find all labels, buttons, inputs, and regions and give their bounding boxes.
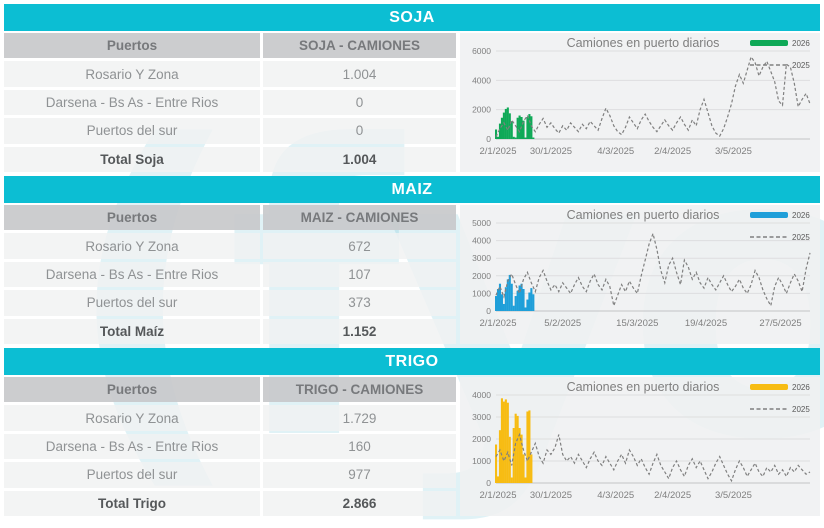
- table-total-label: Total Soja: [4, 146, 260, 172]
- table-header-puertos: Puertos: [4, 377, 260, 403]
- svg-text:0: 0: [486, 306, 491, 316]
- table-row-port: Puertos del sur: [4, 462, 260, 488]
- svg-text:4000: 4000: [472, 236, 491, 246]
- table-row-port: Rosario Y Zona: [4, 233, 260, 259]
- table-row-port: Darsena - Bs As - Entre Rios: [4, 433, 260, 460]
- svg-text:2000: 2000: [472, 105, 491, 115]
- svg-text:2026: 2026: [792, 39, 810, 48]
- section-title-trigo: TRIGO: [385, 352, 439, 370]
- chart-trigo-camiones: 0 1000 2000 3000 4000 2/1/2025 30/1/2025 4/3/20…: [460, 377, 820, 516]
- svg-text:15/3/2025: 15/3/2025: [616, 318, 658, 329]
- table-total-label: Total Maíz: [4, 318, 260, 344]
- table-row-port: Rosario Y Zona: [4, 61, 260, 87]
- svg-text:5/2/2025: 5/2/2025: [544, 318, 581, 329]
- svg-text:30/1/2025: 30/1/2025: [530, 490, 572, 501]
- section-header-maiz: MAIZ: [4, 176, 820, 203]
- section-maiz: MAIZ Puertos MAIZ - CAMIONES Rosario Y Z…: [4, 176, 820, 344]
- chart-soja-camiones: 0 2000 4000 6000 2/1/2025 30/1/2025 4/3/2025 2/…: [460, 33, 820, 172]
- svg-text:2/4/2025: 2/4/2025: [654, 146, 691, 157]
- svg-text:3000: 3000: [472, 412, 491, 422]
- svg-text:1000: 1000: [472, 288, 491, 298]
- table-header-camiones: SOJA - CAMIONES: [263, 33, 456, 59]
- ports-table-trigo: Puertos TRIGO - CAMIONES Rosario Y Zona …: [4, 377, 456, 516]
- table-row-port: Darsena - Bs As - Entre Rios: [4, 261, 260, 288]
- svg-text:4/3/2025: 4/3/2025: [597, 490, 634, 501]
- section-soja: SOJA Puertos SOJA - CAMIONES Rosario Y Z…: [4, 4, 820, 172]
- table-row-value: 0: [263, 118, 456, 144]
- svg-text:4000: 4000: [472, 75, 491, 85]
- svg-text:3/5/2025: 3/5/2025: [715, 490, 752, 501]
- table-total-value: 1.152: [263, 318, 456, 344]
- table-row-value: 977: [263, 462, 456, 488]
- table-total-value: 1.004: [263, 146, 456, 172]
- svg-text:2025: 2025: [792, 233, 810, 242]
- table-row-port: Puertos del sur: [4, 118, 260, 144]
- svg-text:2/1/2025: 2/1/2025: [480, 490, 517, 501]
- table-header-camiones: MAIZ - CAMIONES: [263, 205, 456, 231]
- svg-text:19/4/2025: 19/4/2025: [685, 318, 727, 329]
- svg-text:3/5/2025: 3/5/2025: [715, 146, 752, 157]
- section-header-trigo: TRIGO: [4, 348, 820, 375]
- table-header-puertos: Puertos: [4, 205, 260, 231]
- section-header-soja: SOJA: [4, 4, 820, 31]
- table-row-value: 160: [263, 433, 456, 460]
- table-row-value: 373: [263, 290, 456, 316]
- svg-text:27/5/2025: 27/5/2025: [759, 318, 801, 329]
- svg-text:4/3/2025: 4/3/2025: [597, 146, 634, 157]
- table-row-port: Darsena - Bs As - Entre Rios: [4, 89, 260, 116]
- svg-text:4000: 4000: [472, 390, 491, 400]
- svg-text:Camiones en puerto diarios: Camiones en puerto diarios: [567, 208, 720, 222]
- svg-text:Camiones en puerto diarios: Camiones en puerto diarios: [567, 380, 720, 394]
- chart-maiz-camiones: 0 1000 2000 3000 4000 5000 2/1/2025 5/2/2025 15/…: [460, 205, 820, 344]
- svg-text:6000: 6000: [472, 46, 491, 56]
- table-row-value: 672: [263, 233, 456, 259]
- ports-table-maiz: Puertos MAIZ - CAMIONES Rosario Y Zona 6…: [4, 205, 456, 344]
- svg-text:2025: 2025: [792, 61, 810, 70]
- table-row-port: Puertos del sur: [4, 290, 260, 316]
- table-row-value: 107: [263, 261, 456, 288]
- table-total-label: Total Trigo: [4, 490, 260, 516]
- svg-text:0: 0: [486, 134, 491, 144]
- svg-text:0: 0: [486, 478, 491, 488]
- table-row-value: 0: [263, 89, 456, 116]
- svg-text:2026: 2026: [792, 211, 810, 220]
- svg-text:3000: 3000: [472, 253, 491, 263]
- svg-text:2/1/2025: 2/1/2025: [480, 318, 517, 329]
- svg-text:2026: 2026: [792, 383, 810, 392]
- svg-text:1000: 1000: [472, 456, 491, 466]
- table-header-camiones: TRIGO - CAMIONES: [263, 377, 456, 403]
- svg-text:2025: 2025: [792, 405, 810, 414]
- table-row-value: 1.004: [263, 61, 456, 87]
- table-total-value: 2.866: [263, 490, 456, 516]
- table-row-port: Rosario Y Zona: [4, 405, 260, 431]
- section-title-soja: SOJA: [389, 8, 435, 26]
- svg-text:2000: 2000: [472, 271, 491, 281]
- svg-text:2/4/2025: 2/4/2025: [654, 490, 691, 501]
- svg-text:30/1/2025: 30/1/2025: [530, 146, 572, 157]
- report-page: SOJA Puertos SOJA - CAMIONES Rosario Y Z…: [4, 4, 820, 516]
- section-title-maiz: MAIZ: [391, 180, 433, 198]
- svg-text:Camiones en puerto diarios: Camiones en puerto diarios: [567, 36, 720, 50]
- svg-text:5000: 5000: [472, 218, 491, 228]
- table-header-puertos: Puertos: [4, 33, 260, 59]
- svg-text:2/1/2025: 2/1/2025: [480, 146, 517, 157]
- table-row-value: 1.729: [263, 405, 456, 431]
- section-trigo: TRIGO Puertos TRIGO - CAMIONES Rosario Y…: [4, 348, 820, 516]
- ports-table-soja: Puertos SOJA - CAMIONES Rosario Y Zona 1…: [4, 33, 456, 172]
- svg-text:2000: 2000: [472, 434, 491, 444]
